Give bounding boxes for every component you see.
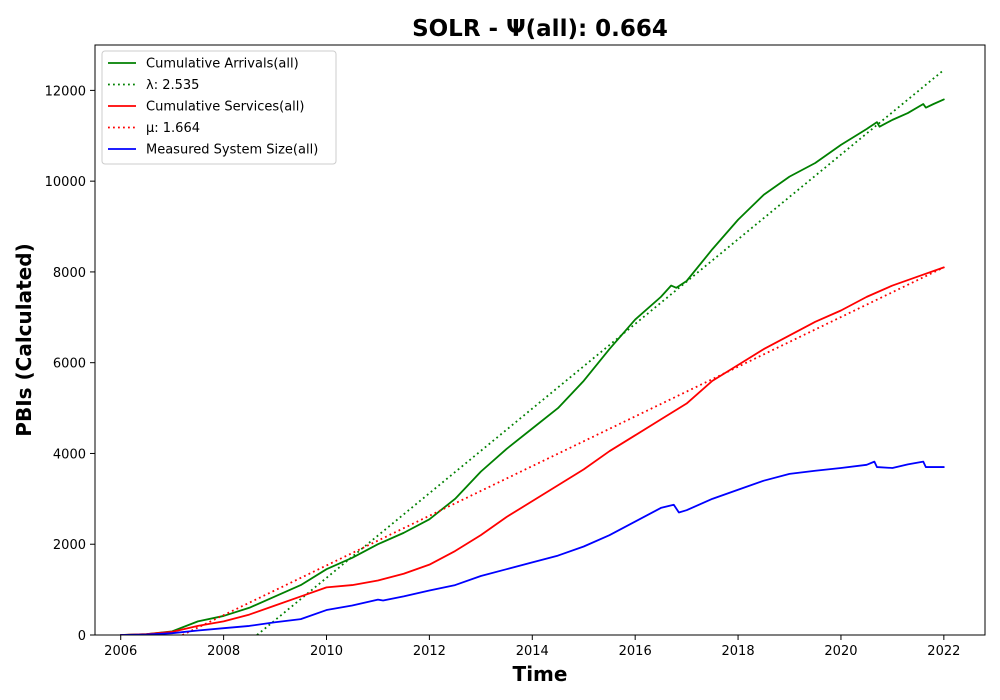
x-tick-label: 2018 [722,644,755,659]
x-axis-title: Time [513,662,568,686]
plot-area [119,69,945,635]
legend-label-2-535: λ: 2.535 [146,78,199,93]
series-line-1-cumulative-arrivals-all [119,98,945,635]
series-line-4-1-664 [182,266,945,635]
y-tick-label: 10000 [45,175,86,190]
legend-box [101,50,337,165]
y-tick-label: 8000 [53,266,86,281]
x-tick-label: 2014 [516,644,549,659]
axis-ticks: 2006 2008 2010 2012 2014 2016 2018 2020 2022 0 200… [45,84,961,659]
y-tick-label: 2000 [53,538,86,553]
series-line-2-2-535 [256,69,945,635]
y-axis-title: PBIs (Calculated) [12,243,36,436]
legend-label-cumulative-services-all: Cumulative Services(all) [146,100,304,115]
x-tick-label: 2016 [619,644,652,659]
legend: Cumulative Arrivals(all) λ: 2.535 Cumulati… [101,50,337,165]
series-line-3-cumulative-services-all [119,266,945,635]
x-tick-label: 2006 [104,644,137,659]
y-tick-label: 6000 [53,357,86,372]
chart-title: SOLR - Ψ(all): 0.664 [412,16,668,42]
y-tick-label: 4000 [53,447,86,462]
x-tick-label: 2008 [207,644,240,659]
x-tick-label: 2012 [413,644,446,659]
x-tick-label: 2020 [824,644,857,659]
series-line-5-measured-system-size-all [119,460,945,635]
x-tick-label: 2010 [310,644,343,659]
legend-label-cumulative-arrivals-all: Cumulative Arrivals(all) [146,57,299,72]
y-tick-label: 12000 [45,84,86,99]
y-tick-label: 0 [78,629,86,644]
plot-frame [94,44,986,636]
x-tick-label: 2022 [927,644,960,659]
legend-label-1-664: μ: 1.664 [146,121,200,136]
legend-label-measured-system-size-all: Measured System Size(all) [146,143,318,158]
